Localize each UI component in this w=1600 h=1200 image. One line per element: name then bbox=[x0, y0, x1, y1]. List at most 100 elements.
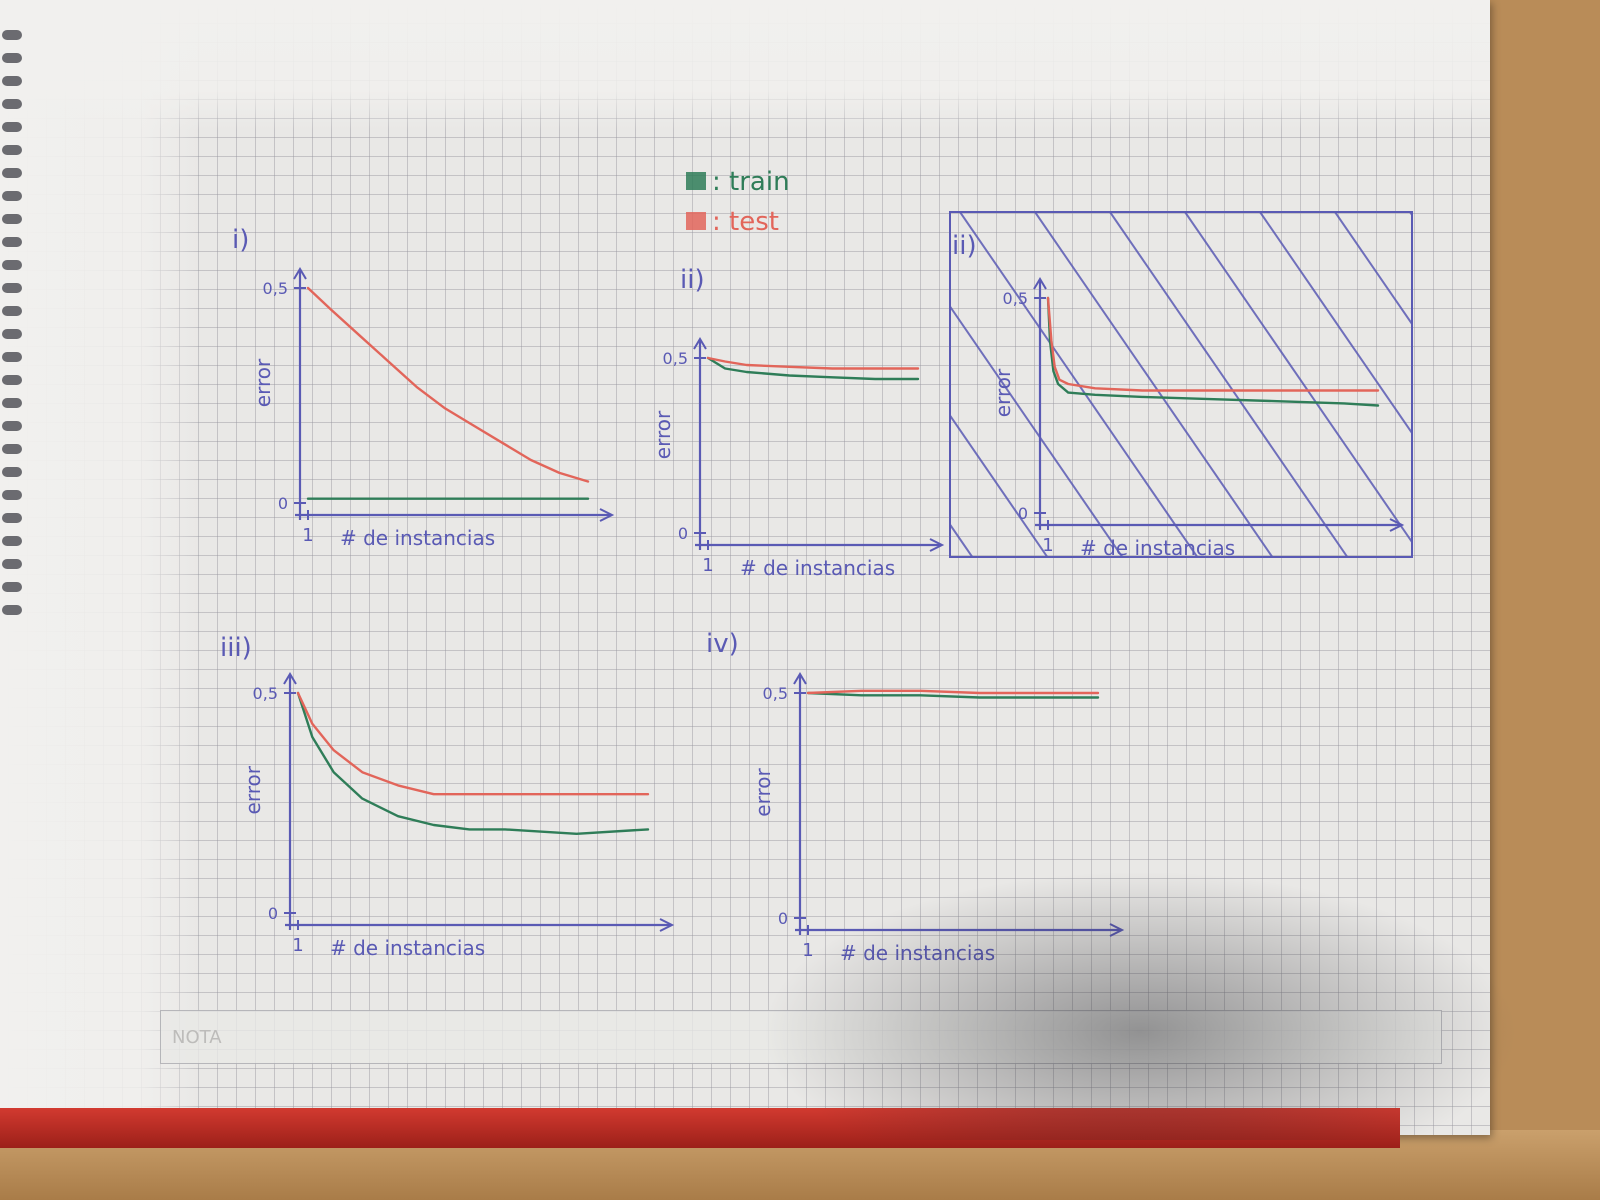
x-tick-label: 1 bbox=[802, 940, 813, 961]
chart-panel-4: 0,5 01 # de instancias error iii) bbox=[220, 633, 675, 960]
hatch-stroke bbox=[950, 413, 1049, 557]
y-tick-label: 0 bbox=[1018, 504, 1028, 523]
x-axis-label: # de instancias bbox=[1080, 536, 1235, 560]
hatch-stroke bbox=[1334, 212, 1412, 326]
x-tick-label: 1 bbox=[702, 555, 713, 576]
panel-label: iii) bbox=[220, 633, 252, 663]
y-axis-label: error bbox=[251, 358, 275, 407]
y-tick-label: 0,5 bbox=[1003, 289, 1028, 308]
hatch-frame-border bbox=[949, 211, 1413, 558]
y-tick-label: 0 bbox=[678, 524, 688, 543]
hatch-stroke bbox=[1485, 212, 1600, 590]
spiral-ring bbox=[2, 559, 22, 569]
chart-panel-5: 0,5 01 # de instancias error iv) bbox=[706, 629, 1125, 965]
panel-label: ii) bbox=[952, 231, 977, 261]
spiral-ring bbox=[2, 352, 22, 362]
spiral-ring bbox=[2, 582, 22, 592]
y-tick-label: 0 bbox=[778, 909, 788, 928]
hatch-stroke bbox=[950, 522, 974, 557]
spiral-ring bbox=[2, 76, 22, 86]
y-tick-label: 0,5 bbox=[263, 279, 288, 298]
series-line-train bbox=[296, 691, 650, 835]
hatch-stroke bbox=[950, 304, 1124, 557]
spiral-ring bbox=[2, 536, 22, 546]
nota-box bbox=[160, 1010, 1442, 1064]
y-tick-label: 0 bbox=[268, 904, 278, 923]
chart-panel-2: 0,5 01 # de instancias error ii) bbox=[651, 265, 945, 580]
spiral-ring bbox=[2, 329, 22, 339]
y-axis-arrow bbox=[693, 337, 707, 350]
panel-label: iv) bbox=[706, 629, 739, 659]
notebook-red-edge bbox=[0, 1108, 1400, 1148]
hatch-stroke bbox=[1184, 212, 1412, 544]
y-tick-label: 0,5 bbox=[253, 684, 278, 703]
hatch-stroke bbox=[1560, 212, 1600, 590]
x-axis-arrow bbox=[599, 508, 615, 522]
y-axis-label: error bbox=[241, 765, 265, 814]
series-line-test bbox=[806, 689, 1100, 695]
spiral-ring bbox=[2, 30, 22, 40]
spiral-ring bbox=[2, 53, 22, 63]
y-axis-arrow bbox=[793, 672, 807, 685]
y-tick-label: 0,5 bbox=[763, 684, 788, 703]
series-line-test bbox=[1046, 296, 1380, 392]
page-margin bbox=[0, 0, 200, 1135]
spiral-ring bbox=[2, 306, 22, 316]
hand-shadow bbox=[760, 870, 1520, 1140]
x-axis-arrow bbox=[929, 538, 945, 552]
spiral-ring bbox=[2, 260, 22, 270]
y-axis-label: error bbox=[751, 768, 775, 817]
spiral-ring bbox=[2, 605, 22, 615]
legend-swatch-test bbox=[686, 212, 706, 230]
legend-label-train: : train bbox=[712, 167, 790, 197]
x-tick-label: 1 bbox=[292, 935, 303, 956]
legend-label-test: : test bbox=[712, 207, 779, 237]
series-line-train bbox=[806, 691, 1100, 699]
chart-panel-3: 0,5 01 # de instancias error ii) bbox=[952, 231, 1405, 560]
y-axis-arrow bbox=[293, 267, 307, 280]
series-line-train bbox=[1046, 296, 1380, 407]
y-axis-label: error bbox=[991, 368, 1015, 417]
hatch-stroke bbox=[1259, 212, 1412, 435]
x-tick-label: 1 bbox=[1042, 535, 1053, 556]
panel-label: ii) bbox=[680, 265, 705, 295]
spiral-ring bbox=[2, 122, 22, 132]
series-line-test bbox=[296, 691, 650, 796]
spiral-ring bbox=[2, 421, 22, 431]
y-axis-arrow bbox=[1033, 277, 1047, 290]
x-tick-label: 1 bbox=[302, 525, 313, 546]
spiral-ring bbox=[2, 467, 22, 477]
series-line-train bbox=[706, 356, 920, 381]
hatch-stroke bbox=[959, 212, 1199, 557]
y-tick-label: 0,5 bbox=[663, 349, 688, 368]
legend-swatch-train bbox=[686, 172, 706, 190]
x-axis-label: # de instancias bbox=[840, 941, 995, 965]
page-margin-top bbox=[0, 0, 1490, 130]
spiral-ring bbox=[2, 191, 22, 201]
spiral-ring bbox=[2, 444, 22, 454]
series-line-test bbox=[706, 356, 920, 370]
x-axis-arrow bbox=[1389, 518, 1405, 532]
series-line-test bbox=[306, 286, 590, 483]
x-axis-arrow bbox=[659, 918, 675, 932]
hatch-frame bbox=[949, 211, 1600, 590]
spiral-ring bbox=[2, 490, 22, 500]
y-axis-arrow bbox=[283, 672, 297, 685]
hatch-stroke bbox=[1409, 212, 1412, 217]
panel-label: i) bbox=[232, 225, 249, 255]
y-tick-label: 0 bbox=[278, 494, 288, 513]
hatch-stroke bbox=[1034, 212, 1274, 557]
nota-label: NOTA bbox=[172, 1027, 222, 1048]
x-axis-label: # de instancias bbox=[740, 556, 895, 580]
x-axis-arrow bbox=[1109, 923, 1125, 937]
spiral-ring bbox=[2, 145, 22, 155]
spiral-ring bbox=[2, 375, 22, 385]
spiral-ring bbox=[2, 398, 22, 408]
chart-panel-1: 0,5 01 # de instancias error i) bbox=[232, 225, 615, 550]
spiral-ring bbox=[2, 283, 22, 293]
x-axis-label: # de instancias bbox=[340, 526, 495, 550]
spiral-ring bbox=[2, 99, 22, 109]
x-axis-label: # de instancias bbox=[330, 936, 485, 960]
